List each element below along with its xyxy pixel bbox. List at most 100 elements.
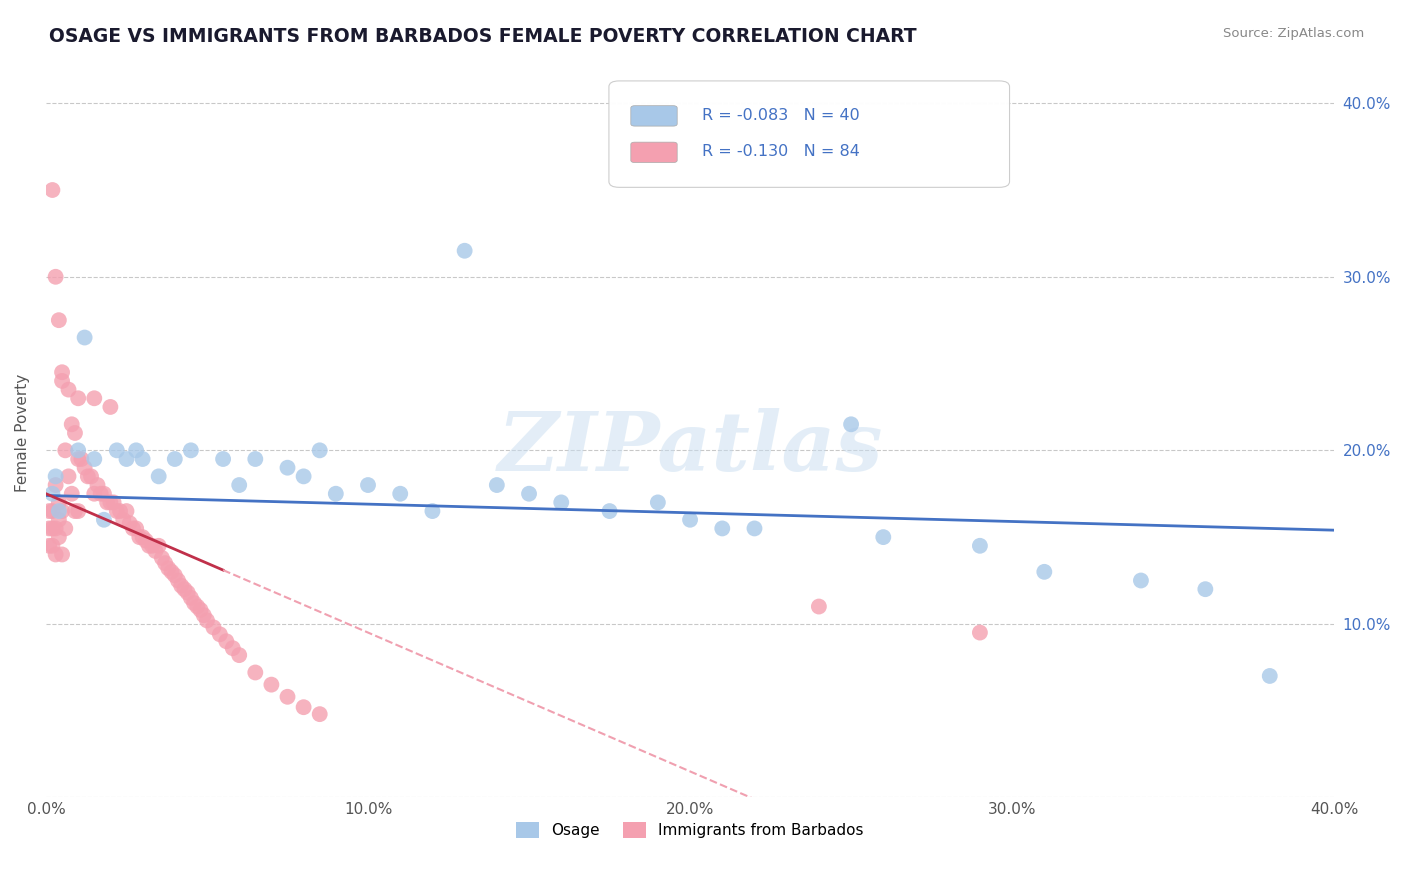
Point — [45, 548, 67, 562]
Point — [193, 608, 215, 623]
Point — [186, 599, 208, 614]
Point — [308, 707, 330, 722]
Point — [45, 478, 67, 492]
Point — [108, 504, 131, 518]
Text: R = -0.083   N = 40: R = -0.083 N = 40 — [702, 108, 859, 123]
Point — [1129, 574, 1152, 588]
Point — [60, 487, 83, 501]
FancyBboxPatch shape — [631, 105, 678, 126]
Point — [485, 478, 508, 492]
Point — [80, 469, 103, 483]
Point — [744, 521, 766, 535]
Point — [1194, 582, 1216, 597]
Point — [67, 443, 90, 458]
Point — [48, 530, 70, 544]
Point — [90, 487, 112, 501]
Point — [245, 452, 267, 467]
Point — [550, 495, 572, 509]
Point — [228, 648, 250, 662]
Point — [150, 550, 173, 565]
Point — [67, 391, 90, 405]
Point — [422, 504, 444, 518]
Point — [51, 374, 73, 388]
Point — [38, 504, 60, 518]
Point — [73, 460, 96, 475]
Point — [167, 574, 190, 588]
Point — [135, 533, 157, 548]
Point — [63, 425, 86, 440]
Point — [41, 539, 63, 553]
Point — [41, 521, 63, 535]
Point — [93, 513, 115, 527]
Point — [51, 365, 73, 379]
Point — [517, 487, 540, 501]
Point — [176, 585, 198, 599]
Point — [100, 495, 122, 509]
Point — [96, 495, 118, 509]
Point — [67, 504, 90, 518]
Point — [83, 452, 105, 467]
Point — [711, 521, 734, 535]
Point — [190, 603, 212, 617]
Point — [1033, 565, 1056, 579]
Point — [58, 383, 80, 397]
Point — [215, 634, 238, 648]
Point — [60, 417, 83, 432]
Point — [45, 269, 67, 284]
Point — [45, 469, 67, 483]
Point — [51, 504, 73, 518]
Point — [48, 504, 70, 518]
Point — [453, 244, 475, 258]
FancyBboxPatch shape — [631, 142, 678, 162]
Point — [212, 452, 235, 467]
Point — [48, 513, 70, 527]
Point — [276, 460, 298, 475]
Point — [112, 513, 135, 527]
Point — [58, 469, 80, 483]
Point — [122, 521, 145, 535]
Point — [163, 568, 186, 582]
Point — [53, 521, 76, 535]
Point — [125, 443, 148, 458]
Point — [115, 452, 138, 467]
Point — [38, 521, 60, 535]
Point — [67, 452, 90, 467]
Point — [41, 487, 63, 501]
Point — [183, 596, 205, 610]
Point — [83, 391, 105, 405]
Point — [51, 548, 73, 562]
Point — [86, 478, 108, 492]
Point — [105, 443, 128, 458]
Point — [41, 504, 63, 518]
Point — [245, 665, 267, 680]
Point — [93, 487, 115, 501]
Point — [325, 487, 347, 501]
Point — [148, 469, 170, 483]
Point — [48, 313, 70, 327]
Point — [131, 530, 153, 544]
Point — [170, 579, 193, 593]
Point — [125, 521, 148, 535]
Text: Source: ZipAtlas.com: Source: ZipAtlas.com — [1223, 27, 1364, 40]
Point — [260, 678, 283, 692]
Point — [138, 539, 160, 553]
Point — [83, 487, 105, 501]
Point — [276, 690, 298, 704]
Point — [131, 452, 153, 467]
Point — [647, 495, 669, 509]
Point — [389, 487, 412, 501]
Point — [969, 625, 991, 640]
Point — [100, 400, 122, 414]
Point — [128, 530, 150, 544]
Point — [45, 521, 67, 535]
Point — [38, 539, 60, 553]
Point — [53, 443, 76, 458]
Point — [839, 417, 862, 432]
Point — [173, 582, 195, 597]
Point — [872, 530, 894, 544]
Text: OSAGE VS IMMIGRANTS FROM BARBADOS FEMALE POVERTY CORRELATION CHART: OSAGE VS IMMIGRANTS FROM BARBADOS FEMALE… — [49, 27, 917, 45]
Point — [308, 443, 330, 458]
Point — [160, 565, 183, 579]
Point — [41, 183, 63, 197]
Point — [73, 330, 96, 344]
